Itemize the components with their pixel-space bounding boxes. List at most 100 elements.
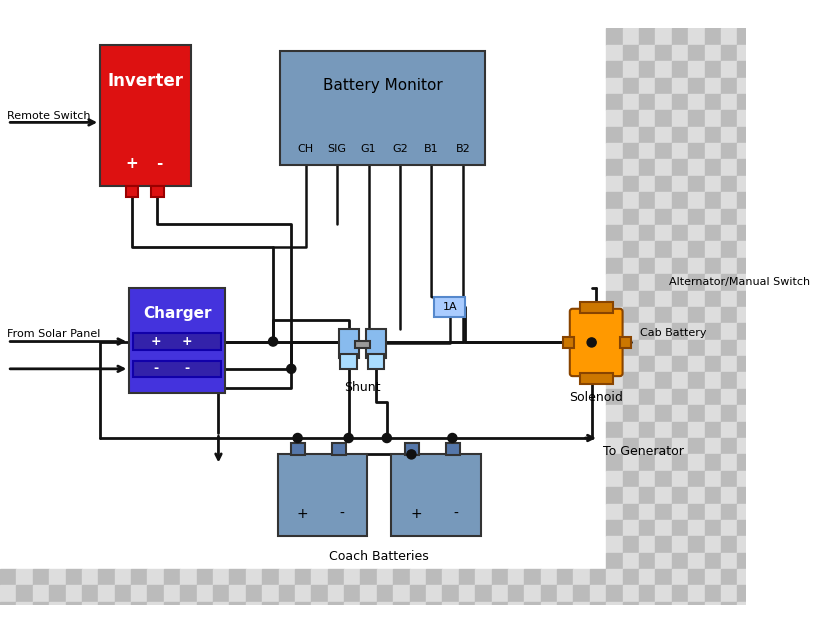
Bar bbox=[605, 209, 622, 225]
Bar bbox=[507, 586, 523, 602]
Bar bbox=[687, 405, 704, 422]
Bar bbox=[753, 569, 769, 586]
Bar bbox=[802, 553, 818, 569]
Bar bbox=[769, 372, 785, 389]
Bar bbox=[785, 372, 802, 389]
Bar bbox=[785, 503, 802, 520]
Bar bbox=[720, 422, 736, 438]
Bar bbox=[720, 569, 736, 586]
Bar bbox=[246, 586, 262, 602]
Text: Charger: Charger bbox=[143, 306, 211, 321]
Bar bbox=[704, 78, 720, 94]
Bar bbox=[125, 186, 138, 197]
Bar bbox=[291, 444, 305, 455]
Bar bbox=[687, 553, 704, 569]
Bar bbox=[622, 323, 638, 340]
Bar bbox=[769, 487, 785, 503]
Bar bbox=[769, 78, 785, 94]
Bar bbox=[785, 356, 802, 372]
Bar bbox=[572, 569, 589, 586]
Bar bbox=[262, 569, 278, 586]
Bar bbox=[802, 471, 818, 487]
Bar bbox=[769, 454, 785, 471]
Bar bbox=[654, 438, 671, 454]
Bar bbox=[33, 618, 49, 633]
Bar bbox=[704, 225, 720, 241]
Bar bbox=[197, 586, 213, 602]
Bar bbox=[66, 618, 82, 633]
Bar bbox=[720, 209, 736, 225]
Bar bbox=[433, 297, 464, 317]
Bar bbox=[736, 192, 753, 209]
Bar bbox=[622, 274, 638, 291]
Bar bbox=[704, 536, 720, 553]
Bar bbox=[622, 340, 638, 356]
Bar bbox=[622, 28, 638, 45]
Bar bbox=[622, 487, 638, 503]
Bar bbox=[704, 471, 720, 487]
Bar bbox=[360, 602, 377, 618]
Bar bbox=[687, 274, 704, 291]
Bar bbox=[736, 143, 753, 160]
Bar bbox=[687, 487, 704, 503]
Bar bbox=[720, 503, 736, 520]
Bar bbox=[769, 176, 785, 192]
Bar bbox=[579, 303, 612, 313]
Bar bbox=[98, 569, 115, 586]
Bar bbox=[704, 28, 720, 45]
Bar bbox=[704, 372, 720, 389]
Bar bbox=[785, 340, 802, 356]
Bar bbox=[328, 602, 344, 618]
Bar bbox=[671, 340, 687, 356]
Bar bbox=[622, 225, 638, 241]
Bar bbox=[720, 258, 736, 274]
Bar bbox=[622, 176, 638, 192]
Bar bbox=[753, 291, 769, 307]
Bar bbox=[49, 586, 66, 602]
Bar bbox=[638, 340, 654, 356]
Bar bbox=[589, 586, 605, 602]
Bar bbox=[753, 274, 769, 291]
Bar bbox=[671, 258, 687, 274]
Bar bbox=[654, 422, 671, 438]
Bar bbox=[410, 569, 425, 586]
Bar bbox=[622, 618, 638, 633]
Bar bbox=[654, 372, 671, 389]
Bar bbox=[556, 586, 572, 602]
Bar bbox=[753, 422, 769, 438]
Bar bbox=[638, 192, 654, 209]
Bar bbox=[687, 536, 704, 553]
Bar bbox=[638, 569, 654, 586]
Bar bbox=[563, 337, 573, 348]
Bar bbox=[49, 569, 66, 586]
Bar bbox=[704, 274, 720, 291]
Bar bbox=[638, 389, 654, 405]
Bar bbox=[654, 356, 671, 372]
Bar bbox=[753, 389, 769, 405]
Bar bbox=[704, 454, 720, 471]
Bar bbox=[687, 503, 704, 520]
Bar bbox=[605, 536, 622, 553]
Bar bbox=[671, 356, 687, 372]
Bar bbox=[311, 618, 328, 633]
Bar bbox=[769, 422, 785, 438]
Bar bbox=[151, 186, 164, 197]
Bar bbox=[785, 274, 802, 291]
Bar bbox=[736, 307, 753, 323]
Bar bbox=[704, 192, 720, 209]
Bar bbox=[720, 586, 736, 602]
Bar bbox=[736, 356, 753, 372]
Bar bbox=[704, 553, 720, 569]
Bar bbox=[605, 176, 622, 192]
Bar bbox=[115, 586, 131, 602]
Bar bbox=[704, 323, 720, 340]
Bar bbox=[753, 176, 769, 192]
Bar bbox=[82, 569, 98, 586]
Bar bbox=[704, 586, 720, 602]
Bar bbox=[280, 51, 485, 165]
Bar bbox=[753, 110, 769, 127]
Bar bbox=[687, 45, 704, 61]
Bar bbox=[605, 225, 622, 241]
Bar bbox=[622, 45, 638, 61]
Bar bbox=[49, 618, 66, 633]
